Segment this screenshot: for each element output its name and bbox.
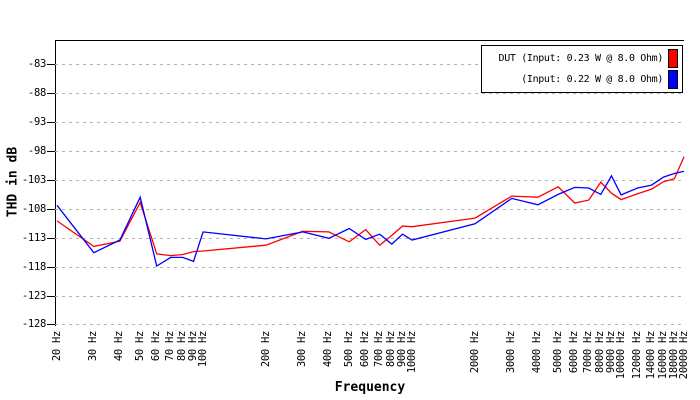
y-tick-mark bbox=[47, 209, 55, 210]
y-tick-mark bbox=[47, 151, 55, 152]
legend: DUT (Input: 0.23 W @ 8.0 Ohm) (Input: 0.… bbox=[481, 45, 683, 93]
y-tick-mark bbox=[47, 93, 55, 94]
y-tick-label: -118 bbox=[21, 261, 46, 273]
y-tick-mark bbox=[47, 122, 55, 123]
legend-row-dut: DUT (Input: 0.23 W @ 8.0 Ohm) bbox=[486, 48, 678, 69]
y-tick-label: -93 bbox=[27, 116, 46, 128]
legend-swatch-red bbox=[668, 49, 678, 68]
gridline bbox=[55, 151, 683, 152]
x-tick-label: 70 Hz bbox=[164, 331, 177, 362]
gridline bbox=[55, 93, 683, 94]
y-axis-line bbox=[55, 40, 56, 326]
x-tick-label: 7000 Hz bbox=[582, 331, 595, 374]
x-tick-label: 300 Hz bbox=[296, 331, 309, 368]
y-tick-label: -123 bbox=[21, 290, 46, 302]
x-tick-label: 4000 Hz bbox=[531, 331, 544, 374]
x-tick-label: 40 Hz bbox=[113, 331, 126, 362]
y-tick-mark bbox=[47, 64, 55, 65]
gridline bbox=[55, 324, 683, 325]
x-tick-label: 20 Hz bbox=[50, 331, 63, 362]
plot-top-border bbox=[55, 40, 684, 41]
legend-swatch-blue bbox=[668, 70, 678, 89]
x-tick-label: 14000 Hz bbox=[645, 331, 658, 380]
x-axis-title: Frequency bbox=[334, 380, 406, 395]
legend-label-red-series: DUT (Input: 0.23 W @ 8.0 Ohm) bbox=[498, 53, 664, 64]
curve-red-dut bbox=[56, 156, 685, 257]
x-tick-label: 1000 Hz bbox=[405, 331, 418, 374]
y-tick-mark bbox=[47, 267, 55, 268]
y-tick-mark bbox=[47, 238, 55, 239]
x-tick-label: 3000 Hz bbox=[505, 331, 518, 374]
x-tick-label: 100 Hz bbox=[196, 331, 209, 368]
x-tick-label: 60 Hz bbox=[150, 331, 163, 362]
curve-blue-ref bbox=[56, 170, 685, 268]
x-tick-label: 400 Hz bbox=[322, 331, 335, 368]
y-tick-label: -83 bbox=[27, 58, 46, 70]
x-tick-label: 30 Hz bbox=[87, 331, 100, 362]
y-tick-label: -128 bbox=[21, 318, 46, 330]
x-tick-label: 500 Hz bbox=[342, 331, 355, 368]
y-tick-mark bbox=[47, 180, 55, 181]
x-tick-label: 20000 Hz bbox=[677, 331, 690, 380]
x-tick-label: 600 Hz bbox=[359, 331, 372, 368]
y-tick-label: -113 bbox=[21, 232, 46, 244]
gridline bbox=[55, 64, 683, 65]
y-tick-mark bbox=[47, 296, 55, 297]
x-tick-label: 200 Hz bbox=[259, 331, 272, 368]
y-tick-label: -88 bbox=[27, 87, 46, 99]
gridline bbox=[55, 122, 683, 123]
gridline bbox=[55, 180, 683, 181]
y-tick-label: -108 bbox=[21, 203, 46, 215]
plot-area bbox=[56, 156, 685, 268]
y-tick-label: -103 bbox=[21, 174, 46, 186]
gridline bbox=[55, 267, 683, 268]
gridline bbox=[55, 296, 683, 297]
x-tick-label: 5000 Hz bbox=[551, 331, 564, 374]
y-tick-mark bbox=[47, 324, 55, 325]
x-tick-label: 12000 Hz bbox=[631, 331, 644, 380]
x-tick-label: 2000 Hz bbox=[468, 331, 481, 374]
legend-row-ref: (Input: 0.22 W @ 8.0 Ohm) bbox=[486, 69, 678, 90]
legend-label-blue-series: (Input: 0.22 W @ 8.0 Ohm) bbox=[521, 74, 663, 85]
x-tick-label: 50 Hz bbox=[133, 331, 146, 362]
x-tick-label: 10000 Hz bbox=[614, 331, 627, 380]
y-tick-label: -98 bbox=[27, 145, 46, 157]
x-tick-label: 700 Hz bbox=[373, 331, 386, 368]
gridline bbox=[55, 209, 683, 210]
x-tick-label: 6000 Hz bbox=[568, 331, 581, 374]
